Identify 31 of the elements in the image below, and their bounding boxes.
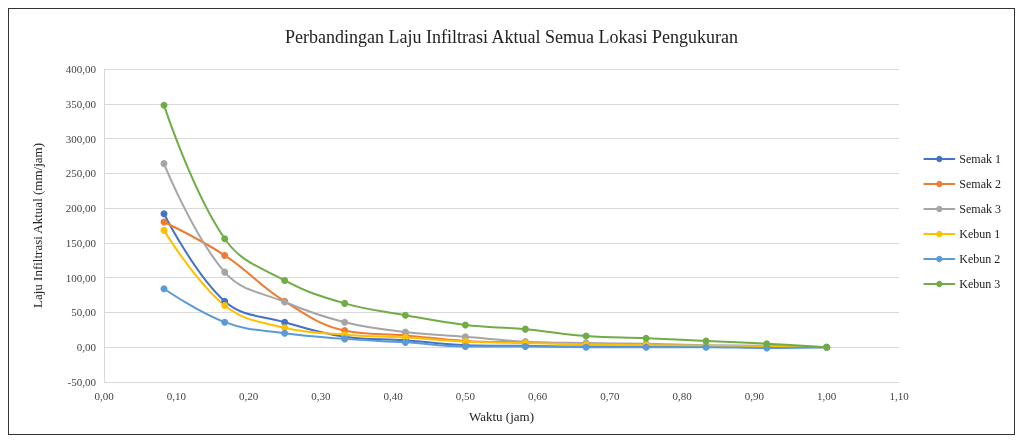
x-tick-label: 0,80 — [672, 389, 693, 402]
x-tick-label: 1,10 — [889, 389, 910, 402]
x-tick-label: 0,70 — [600, 389, 621, 402]
legend-label: Kebun 3 — [959, 277, 1001, 291]
legend-label: Semak 1 — [959, 152, 1002, 166]
x-axis-title: Waktu (jam) — [468, 409, 535, 424]
x-tick-label: 0,10 — [166, 389, 187, 402]
x-tick-label: 0,90 — [744, 389, 765, 402]
x-tick-label: 0,20 — [238, 389, 259, 402]
y-tick-label: 150,00 — [65, 236, 97, 249]
y-axis-title: Laju Infiltrasi Aktual (mm/jam) — [30, 143, 45, 308]
y-tick-label: 250,00 — [65, 167, 97, 180]
legend-label: Kebun 1 — [959, 227, 1001, 241]
x-tick-label: 1,00 — [817, 389, 837, 402]
y-tick-label: 100,00 — [65, 271, 97, 284]
y-tick-label: 400,00 — [65, 63, 97, 75]
y-tick-label: 300,00 — [65, 132, 97, 145]
y-tick-label: 50,00 — [71, 306, 97, 319]
x-tick-label: 0,40 — [383, 389, 404, 402]
x-tick-label: 0,50 — [455, 389, 476, 402]
y-tick-label: -50,00 — [67, 376, 97, 388]
x-tick-label: 0,00 — [94, 389, 115, 402]
y-tick-label: 200,00 — [65, 202, 97, 215]
x-tick-label: 0,30 — [311, 389, 331, 402]
y-tick-label: 0,00 — [76, 341, 97, 354]
y-tick-label: 350,00 — [65, 97, 97, 110]
legend-label: Kebun 2 — [959, 252, 1001, 266]
chart-title: Perbandingan Laju Infiltrasi Aktual Semua Lokasi Pengukuran — [285, 27, 738, 47]
legend-label: Semak 3 — [959, 202, 1002, 216]
x-tick-label: 0,60 — [528, 389, 548, 402]
legend-label: Semak 2 — [959, 177, 1002, 191]
